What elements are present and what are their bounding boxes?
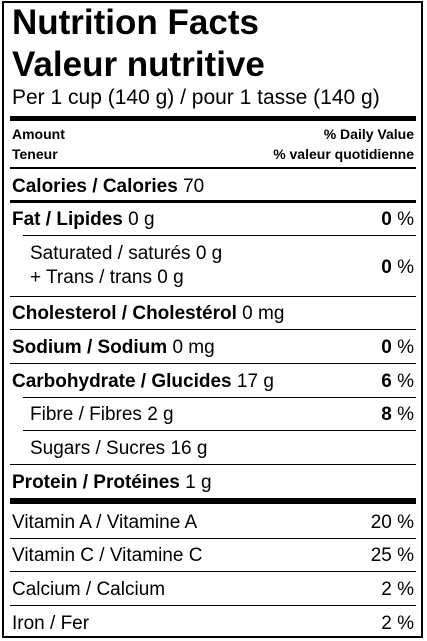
medium-divider: [10, 200, 416, 203]
fat-dv-number: 0: [381, 209, 392, 230]
carbohydrate-dv-number: 6: [381, 371, 392, 392]
sugars-row: Sugars / Sucres 16 g: [30, 438, 207, 460]
sodium-dv-unit: %: [397, 337, 414, 358]
divider: [10, 363, 416, 364]
divider: [23, 235, 416, 236]
sodium-amount: 0 mg: [172, 337, 215, 358]
vitamin-c-label: Vitamin C / Vitamine C: [12, 545, 203, 566]
sodium-label: Sodium / Sodium: [12, 337, 168, 358]
saturated-dv-number: 0: [381, 257, 392, 278]
sugars-label: Sugars / Sucres: [30, 438, 166, 459]
fibre-dv: 8 %: [381, 404, 414, 426]
saturated-trans-dv: 0 %: [381, 257, 414, 279]
thick-divider: [10, 498, 416, 504]
carbohydrate-dv: 6 %: [381, 371, 414, 393]
divider: [10, 538, 416, 539]
calories-row: Calories / Calories 70: [12, 176, 204, 198]
fibre-row: Fibre / Fibres 2 g: [30, 404, 174, 426]
saturated-line: Saturated / saturés 0 g: [30, 243, 223, 264]
amount-header: Amount: [12, 126, 65, 142]
sugars-amount: 16 g: [170, 438, 208, 459]
fat-row: Fat / Lipides 0 g: [12, 209, 155, 231]
iron-dv: 2 %: [381, 613, 414, 634]
divider: [10, 571, 416, 572]
carbohydrate-row: Carbohydrate / Glucides 17 g: [12, 371, 274, 393]
calories-value: 70: [183, 176, 205, 197]
daily-value-header-fr: % valeur quotidienne: [273, 146, 414, 162]
cholesterol-amount: 0 mg: [242, 303, 285, 324]
daily-value-header: % Daily Value: [323, 126, 414, 142]
divider: [10, 167, 416, 169]
divider: [10, 329, 416, 330]
vitamin-a-label: Vitamin A / Vitamine A: [12, 512, 198, 533]
divider: [23, 397, 416, 398]
carbohydrate-dv-unit: %: [397, 371, 414, 392]
fibre-dv-number: 8: [381, 404, 392, 425]
sodium-row: Sodium / Sodium 0 mg: [12, 337, 215, 359]
sodium-dv-number: 0: [381, 337, 392, 358]
nutrition-facts-panel: Nutrition Facts Valeur nutritive Per 1 c…: [2, 1, 423, 638]
divider: [23, 430, 416, 431]
calcium-dv: 2 %: [381, 579, 414, 600]
calories-label: Calories / Calories: [12, 176, 178, 197]
cholesterol-row: Cholesterol / Cholestérol 0 mg: [12, 303, 284, 325]
vitamin-c-dv: 25 %: [370, 545, 414, 566]
teneur-header: Teneur: [12, 146, 58, 162]
carbohydrate-amount: 17 g: [236, 371, 274, 392]
fat-label: Fat / Lipides: [12, 209, 123, 230]
sodium-dv: 0 %: [381, 337, 414, 359]
cholesterol-label: Cholesterol / Cholestérol: [12, 303, 237, 324]
divider: [10, 296, 416, 297]
trans-line: + Trans / trans 0 g: [30, 267, 184, 288]
fibre-amount: 2 g: [147, 404, 174, 425]
thick-divider: [10, 116, 416, 121]
protein-label: Protein / Protéines: [12, 472, 180, 493]
fat-amount: 0 g: [128, 209, 155, 230]
carbohydrate-label: Carbohydrate / Glucides: [12, 371, 232, 392]
protein-amount: 1 g: [185, 472, 212, 493]
fibre-label: Fibre / Fibres: [30, 404, 142, 425]
divider: [10, 464, 416, 465]
title-english: Nutrition Facts: [12, 3, 259, 42]
iron-label: Iron / Fer: [12, 613, 90, 634]
calcium-label: Calcium / Calcium: [12, 579, 166, 600]
fat-dv-unit: %: [397, 209, 414, 230]
saturated-dv-unit: %: [397, 257, 414, 278]
serving-size: Per 1 cup (140 g) / pour 1 tasse (140 g): [12, 86, 380, 109]
title-french: Valeur nutritive: [12, 45, 265, 84]
vitamin-a-dv: 20 %: [370, 512, 414, 533]
fat-dv: 0 %: [381, 209, 414, 231]
divider: [10, 605, 416, 606]
fibre-dv-unit: %: [397, 404, 414, 425]
protein-row: Protein / Protéines 1 g: [12, 472, 212, 494]
